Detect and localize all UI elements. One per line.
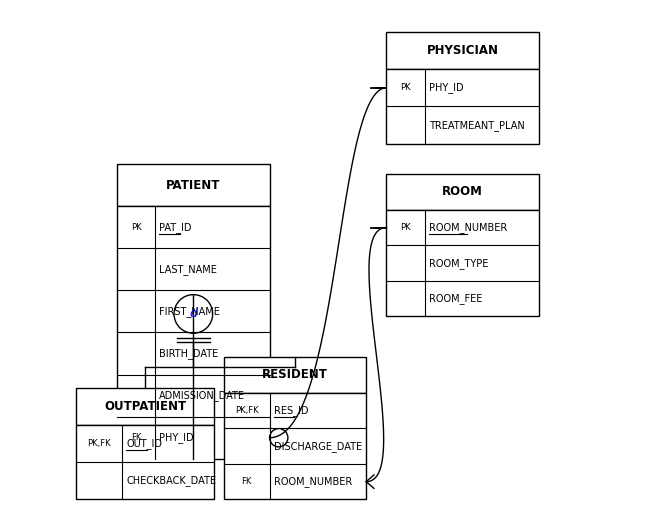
- Text: PHYSICIAN: PHYSICIAN: [426, 44, 499, 57]
- Bar: [76, 425, 214, 499]
- Text: PK: PK: [400, 223, 411, 232]
- Bar: [224, 357, 366, 393]
- Bar: [117, 164, 270, 206]
- Text: OUT_ID: OUT_ID: [126, 438, 162, 449]
- Bar: [387, 210, 539, 316]
- Text: DISCHARGE_DATE: DISCHARGE_DATE: [273, 440, 362, 452]
- Text: FK: FK: [131, 433, 141, 442]
- Text: ROOM_NUMBER: ROOM_NUMBER: [273, 476, 352, 487]
- Text: FK: FK: [242, 477, 252, 486]
- Bar: [76, 388, 214, 425]
- Text: ROOM_NUMBER: ROOM_NUMBER: [428, 222, 507, 233]
- Text: PK: PK: [131, 223, 141, 231]
- Text: TREATMEANT_PLAN: TREATMEANT_PLAN: [428, 120, 525, 130]
- Bar: [117, 206, 270, 459]
- Text: ROOM_FEE: ROOM_FEE: [428, 293, 482, 304]
- Bar: [224, 393, 366, 499]
- Text: PAT_ID: PAT_ID: [159, 222, 192, 233]
- Text: PK,FK: PK,FK: [235, 406, 258, 415]
- Text: ADMISSION_DATE: ADMISSION_DATE: [159, 390, 245, 401]
- Text: PK,FK: PK,FK: [87, 439, 111, 448]
- Text: OUTPATIENT: OUTPATIENT: [104, 400, 186, 413]
- Bar: [387, 32, 539, 69]
- Text: ROOM: ROOM: [442, 185, 483, 198]
- Text: RESIDENT: RESIDENT: [262, 368, 328, 381]
- Text: LAST_NAME: LAST_NAME: [159, 264, 217, 275]
- Text: RES_ID: RES_ID: [273, 405, 308, 416]
- Text: PHY_ID: PHY_ID: [159, 432, 194, 443]
- Text: d: d: [189, 308, 197, 320]
- Bar: [387, 174, 539, 210]
- Text: CHECKBACK_DATE: CHECKBACK_DATE: [126, 475, 216, 486]
- Text: PATIENT: PATIENT: [166, 178, 221, 192]
- Bar: [387, 69, 539, 144]
- Text: BIRTH_DATE: BIRTH_DATE: [159, 348, 219, 359]
- Text: PK: PK: [400, 83, 411, 92]
- Text: ROOM_TYPE: ROOM_TYPE: [428, 258, 488, 269]
- Text: PHY_ID: PHY_ID: [428, 82, 464, 93]
- Text: FIRST_NAME: FIRST_NAME: [159, 306, 220, 317]
